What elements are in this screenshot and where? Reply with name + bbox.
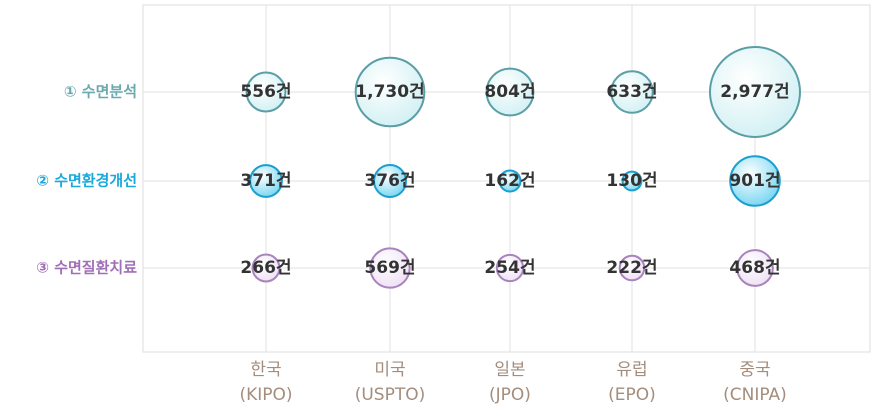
x-tick-label: (CNIPA) — [723, 385, 787, 405]
data-label: 222건 — [606, 258, 657, 278]
data-label: 2,977건 — [720, 82, 789, 102]
data-label: 371건 — [240, 171, 291, 191]
bubble — [251, 253, 281, 283]
x-tick-label: 일본 — [494, 360, 525, 380]
data-label: 162건 — [484, 171, 535, 191]
bubble — [245, 71, 287, 113]
bubble — [354, 56, 426, 128]
legend-label: ① 수면분석 — [64, 83, 137, 101]
x-tick-label: 중국 — [739, 360, 770, 380]
x-tick-label: 유럽 — [616, 360, 647, 380]
bubble — [495, 253, 525, 283]
x-tick-label: 한국 — [250, 360, 281, 380]
bubble — [618, 254, 646, 282]
data-label: 901건 — [729, 171, 780, 191]
bubble — [729, 155, 781, 207]
x-tick-label: 미국 — [374, 360, 405, 380]
bubble — [485, 67, 535, 117]
data-label: 556건 — [240, 82, 291, 102]
data-label: 804건 — [484, 82, 535, 102]
bubble — [709, 46, 801, 138]
data-label: 254건 — [484, 258, 535, 278]
bubble — [610, 70, 654, 114]
bubble — [249, 164, 283, 198]
data-label: 376건 — [364, 171, 415, 191]
plot-frame — [142, 4, 871, 353]
legend-label: ② 수면환경개선 — [36, 172, 137, 190]
bubble — [736, 249, 774, 287]
bubble — [369, 247, 411, 289]
x-tick-label: (EPO) — [608, 385, 656, 405]
data-label: 266건 — [240, 258, 291, 278]
x-tick-label: (KIPO) — [239, 385, 292, 405]
bubble — [621, 170, 643, 192]
data-label: 468건 — [729, 258, 780, 278]
bubble — [498, 169, 522, 193]
bubble — [373, 164, 407, 198]
data-label: 1,730건 — [355, 82, 424, 102]
x-tick-label: (JPO) — [489, 385, 531, 405]
data-label: 633건 — [606, 82, 657, 102]
legend-label: ③ 수면질환치료 — [36, 259, 137, 277]
x-tick-label: (USPTO) — [355, 385, 426, 405]
data-label: 130건 — [606, 171, 657, 191]
data-label: 569건 — [364, 258, 415, 278]
